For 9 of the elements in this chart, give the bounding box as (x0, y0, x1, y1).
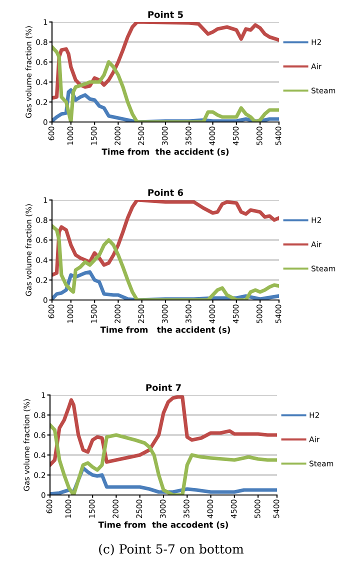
text: (c) Point 5-7 on bottom (99, 544, 244, 556)
chart-title: Point 7 (146, 384, 181, 391)
x-axis-title: Time from the accident (s) (100, 326, 230, 334)
line-series (50, 395, 277, 467)
x-axis-title: Time from the accodent (s) (98, 521, 228, 529)
chart-title: Point 5 (148, 10, 183, 18)
x-axis-title: Time from the accident (s) (102, 148, 229, 156)
line-series (52, 200, 279, 277)
chart-title: Point 6 (148, 188, 184, 196)
